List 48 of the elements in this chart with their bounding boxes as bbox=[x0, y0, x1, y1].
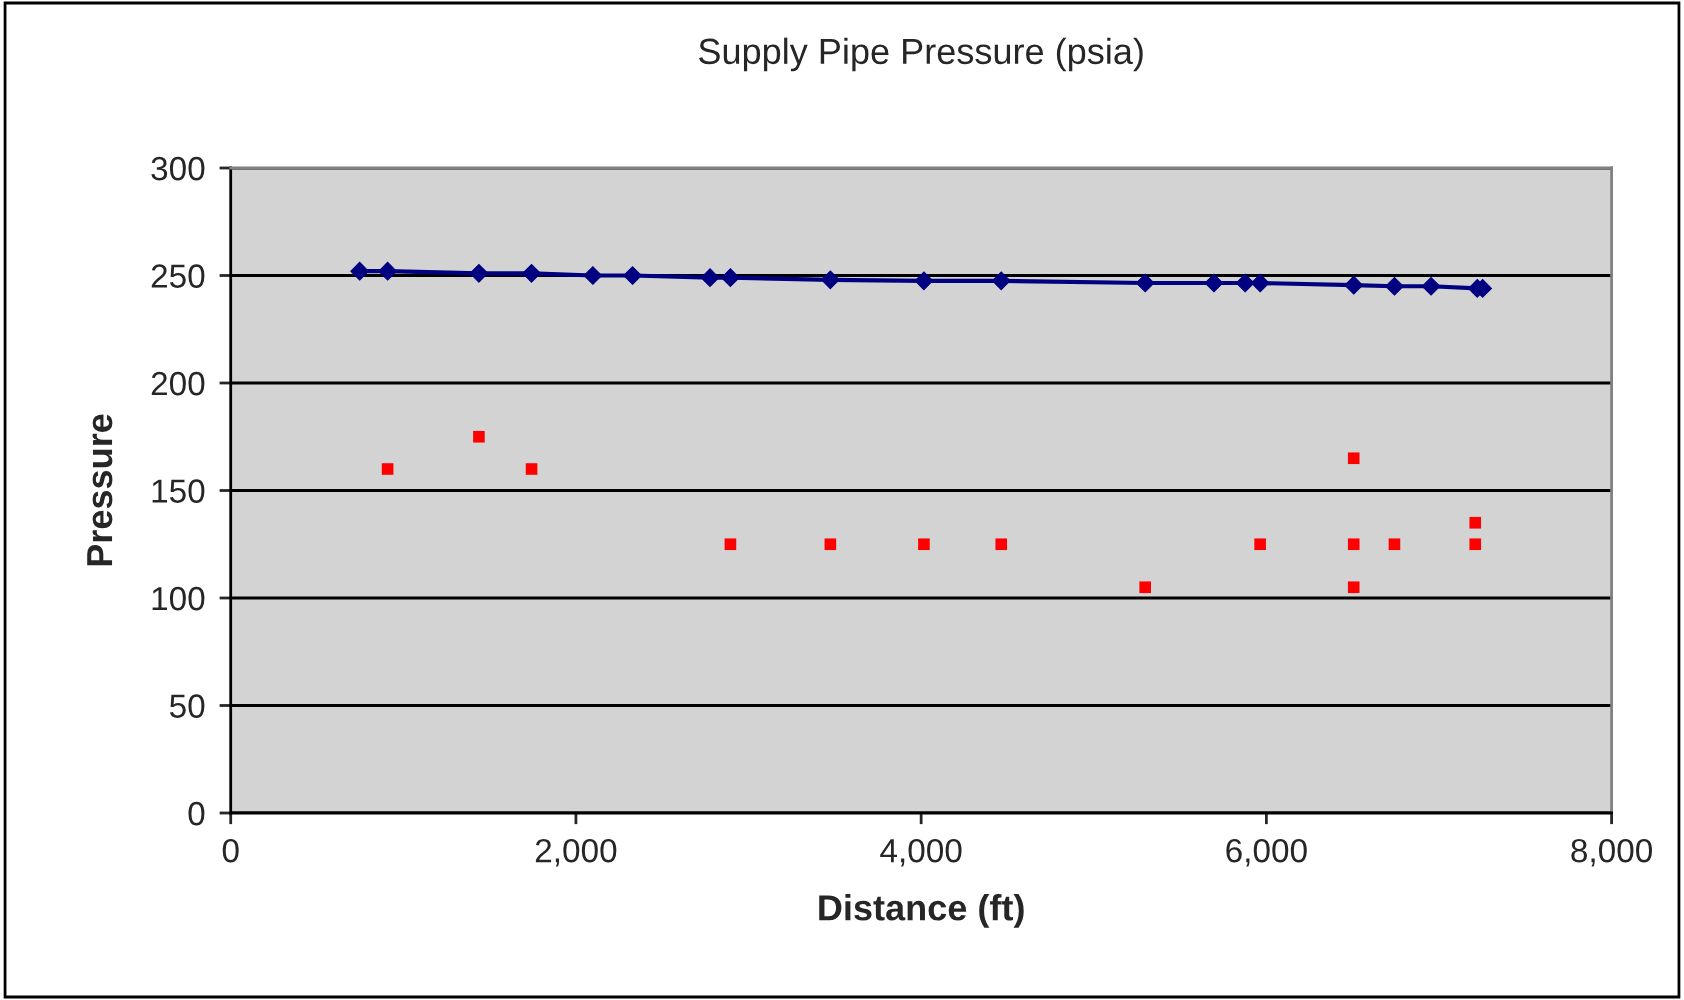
y-axis-title: Pressure bbox=[87, 414, 113, 566]
y-tick-label: 150 bbox=[152, 479, 205, 503]
point bbox=[824, 538, 837, 551]
y-tick-label: 200 bbox=[151, 371, 205, 396]
point bbox=[522, 263, 541, 283]
point bbox=[1347, 452, 1360, 465]
point bbox=[700, 268, 720, 288]
point bbox=[1204, 273, 1224, 293]
x-tick-label: 0 bbox=[222, 838, 239, 863]
x-tick-label: 4,000 bbox=[880, 838, 962, 867]
point bbox=[1469, 516, 1482, 529]
point bbox=[1135, 273, 1155, 293]
x-tick-label: 8,000 bbox=[1571, 838, 1652, 867]
x-axis-title: Distance (ft) bbox=[819, 894, 1024, 928]
x-tick-label: 6,000 bbox=[1226, 838, 1307, 867]
point bbox=[1344, 275, 1364, 295]
point bbox=[1139, 581, 1152, 594]
point bbox=[469, 263, 489, 283]
point bbox=[381, 463, 394, 475]
point bbox=[995, 538, 1008, 551]
point bbox=[1388, 538, 1401, 551]
point bbox=[525, 463, 538, 475]
point bbox=[623, 266, 642, 285]
point bbox=[918, 538, 930, 551]
point bbox=[473, 430, 485, 443]
chart-title: Supply Pipe Pressure (psia) bbox=[699, 37, 1143, 72]
point bbox=[378, 261, 397, 281]
point bbox=[1254, 538, 1266, 551]
point bbox=[1235, 273, 1255, 293]
point bbox=[1250, 273, 1270, 293]
point bbox=[1421, 276, 1441, 296]
point bbox=[724, 538, 737, 551]
y-tick-label: 100 bbox=[152, 586, 205, 611]
point bbox=[914, 271, 934, 291]
x-tick-label: 2,000 bbox=[535, 838, 617, 867]
point bbox=[583, 266, 603, 285]
y-tick-label: 50 bbox=[169, 694, 205, 718]
point bbox=[1385, 276, 1404, 296]
y-tick-label: 300 bbox=[151, 156, 205, 181]
point bbox=[721, 268, 740, 288]
point bbox=[350, 261, 370, 281]
point bbox=[821, 270, 840, 290]
point bbox=[1347, 581, 1360, 594]
y-tick-label: 0 bbox=[188, 801, 205, 826]
point bbox=[1469, 538, 1482, 551]
y-tick-label: 250 bbox=[151, 264, 205, 288]
point bbox=[991, 271, 1011, 291]
point bbox=[1347, 538, 1360, 551]
